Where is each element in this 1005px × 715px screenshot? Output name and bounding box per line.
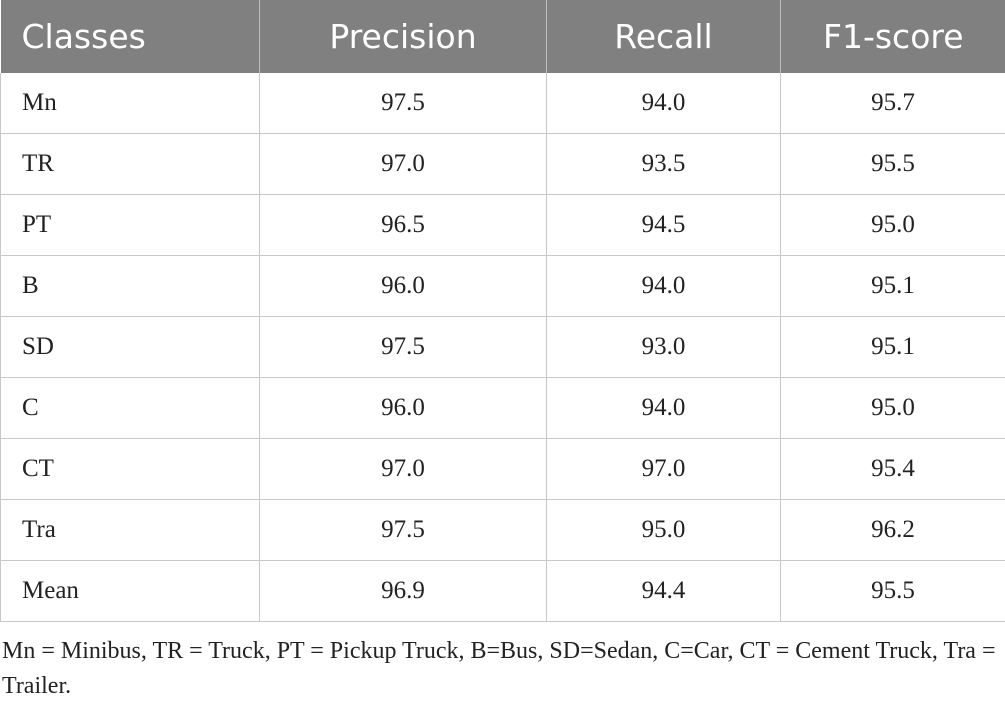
table-row: SD 97.5 93.0 95.1 <box>0 316 1005 378</box>
class-cell: PT <box>0 194 260 256</box>
value-cell: 93.0 <box>546 316 781 378</box>
class-cell: C <box>0 377 260 439</box>
value-cell: 97.0 <box>546 438 781 500</box>
header-row: Classes Precision Recall F1-score <box>0 0 1005 73</box>
value-cell: 95.1 <box>780 255 1005 317</box>
header-cell: Precision <box>259 0 547 73</box>
value-cell: 93.5 <box>546 133 781 195</box>
class-cell: SD <box>0 316 260 378</box>
value-cell: 97.5 <box>259 316 547 378</box>
header-cell: F1-score <box>780 0 1005 73</box>
value-cell: 97.5 <box>259 499 547 561</box>
value-cell: 95.5 <box>780 560 1005 622</box>
value-cell: 95.0 <box>546 499 781 561</box>
class-cell: Mean <box>0 560 260 622</box>
value-cell: 95.1 <box>780 316 1005 378</box>
table-row: Mn 97.5 94.0 95.7 <box>0 73 1005 134</box>
value-cell: 94.5 <box>546 194 781 256</box>
header-cell: Classes <box>0 0 260 73</box>
value-cell: 95.0 <box>780 194 1005 256</box>
class-cell: B <box>0 255 260 317</box>
value-cell: 95.7 <box>780 73 1005 134</box>
value-cell: 97.0 <box>259 133 547 195</box>
class-cell: CT <box>0 438 260 500</box>
value-cell: 95.0 <box>780 377 1005 439</box>
class-cell: Tra <box>0 499 260 561</box>
value-cell: 94.0 <box>546 73 781 134</box>
table-row: TR 97.0 93.5 95.5 <box>0 133 1005 195</box>
value-cell: 96.0 <box>259 377 547 439</box>
table-header: Classes Precision Recall F1-score <box>0 0 1005 73</box>
value-cell: 96.0 <box>259 255 547 317</box>
value-cell: 97.0 <box>259 438 547 500</box>
value-cell: 96.2 <box>780 499 1005 561</box>
table-row: PT 96.5 94.5 95.0 <box>0 194 1005 256</box>
value-cell: 95.4 <box>780 438 1005 500</box>
footnote: Mn = Minibus, TR = Truck, PT = Pickup Tr… <box>2 638 996 699</box>
table-row: Mean 96.9 94.4 95.5 <box>0 560 1005 622</box>
value-cell: 95.5 <box>780 133 1005 195</box>
value-cell: 94.0 <box>546 255 781 317</box>
table-row: CT 97.0 97.0 95.4 <box>0 438 1005 500</box>
class-cell: Mn <box>0 73 260 134</box>
value-cell: 94.0 <box>546 377 781 439</box>
table-row: B 96.0 94.0 95.1 <box>0 255 1005 317</box>
results-table: Classes Precision Recall F1-score Mn 97.5 94.… <box>0 0 1005 622</box>
table-row: Tra 97.5 95.0 96.2 <box>0 499 1005 561</box>
value-cell: 94.4 <box>546 560 781 622</box>
value-cell: 96.9 <box>259 560 547 622</box>
table-row: C 96.0 94.0 95.0 <box>0 377 1005 439</box>
header-cell: Recall <box>546 0 781 73</box>
class-cell: TR <box>0 133 260 195</box>
table-body: Mn 97.5 94.0 95.7 TR 97.0 93.5 95.5 PT 96.5 94.5 95… <box>0 73 1005 622</box>
value-cell: 97.5 <box>259 73 547 134</box>
value-cell: 96.5 <box>259 194 547 256</box>
